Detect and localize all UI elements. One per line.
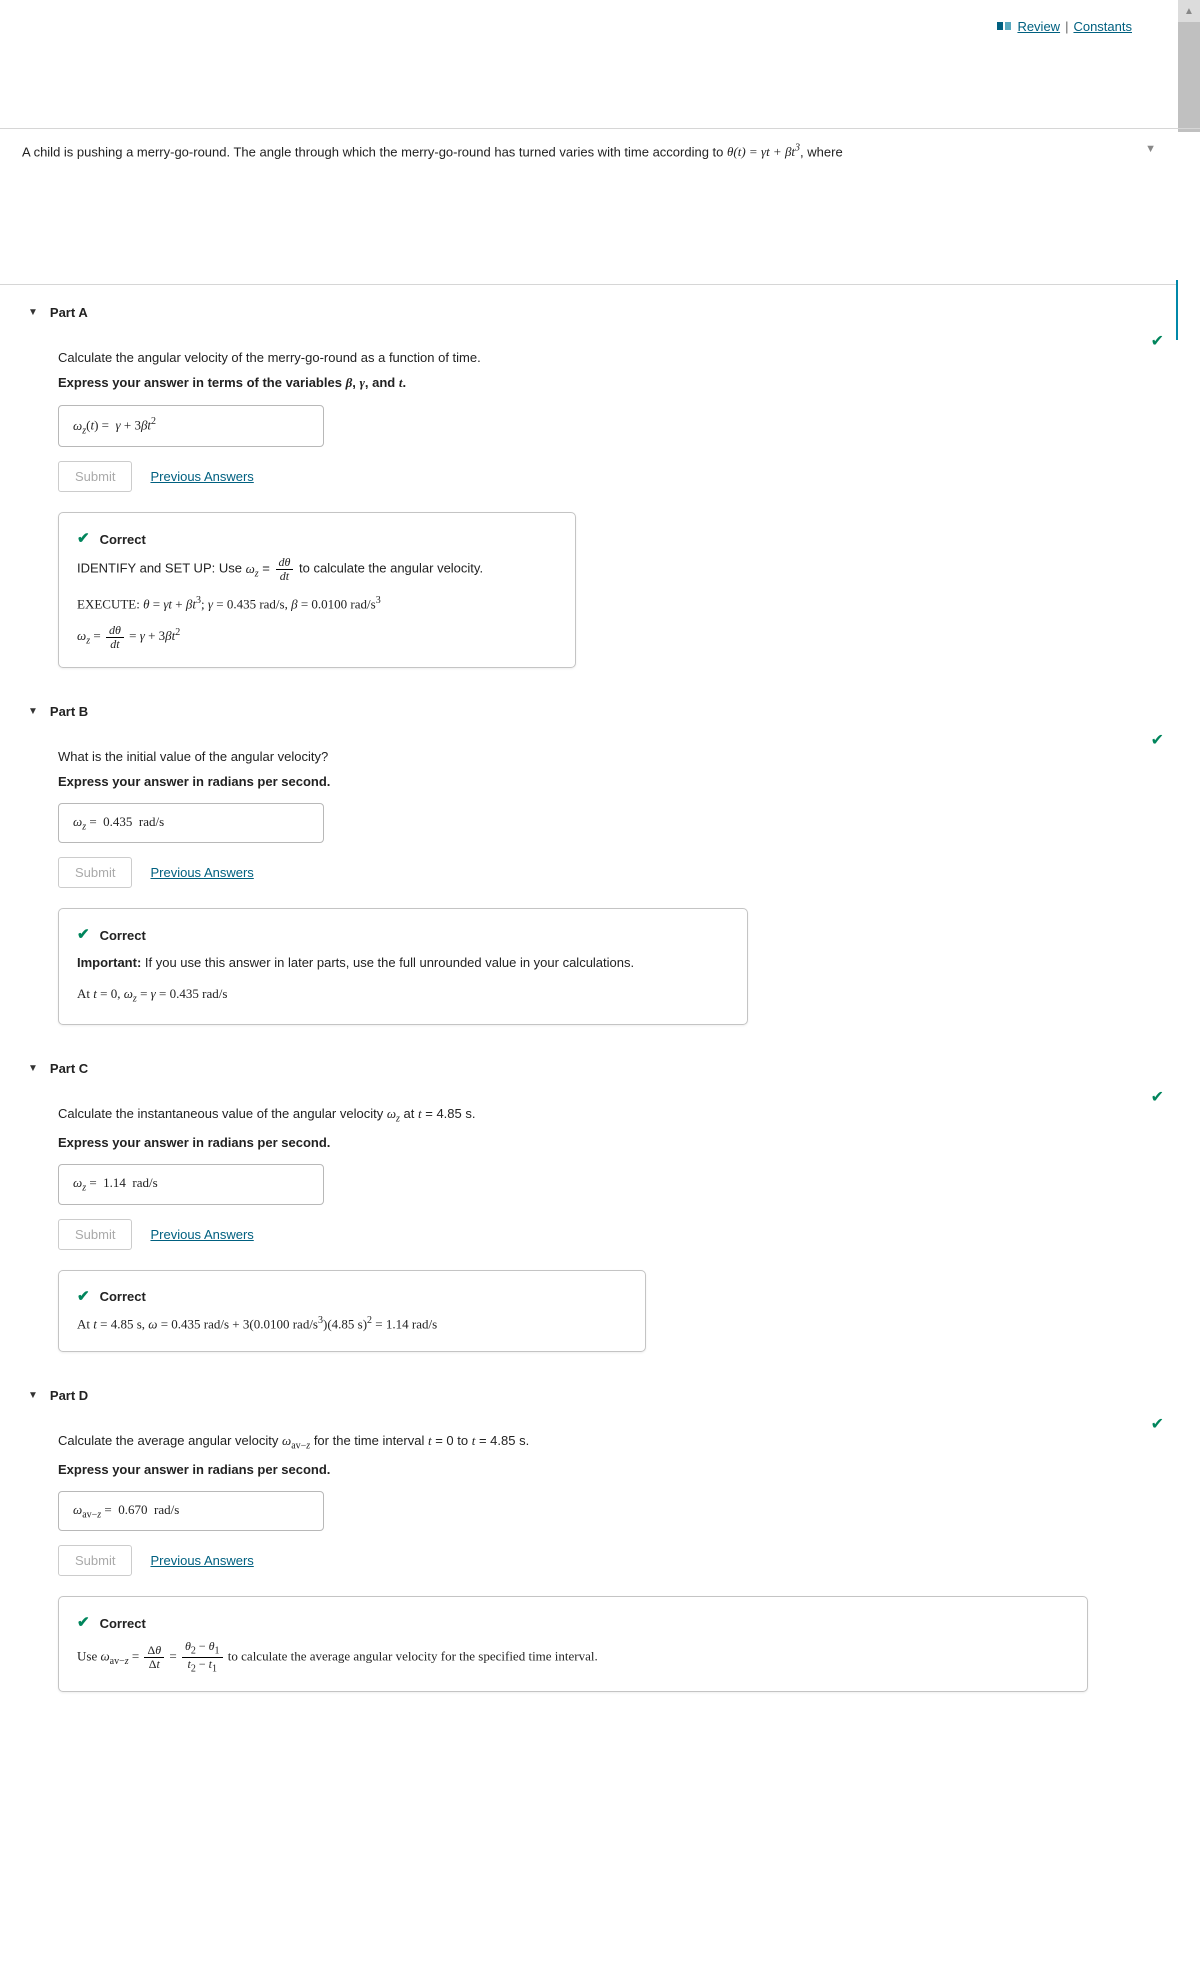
part-a: ▼ Part A ✔ Calculate the angular velocit… — [0, 305, 1200, 703]
part-d: ▼ Part D ✔ Calculate the average angular… — [0, 1388, 1200, 1728]
part-c-title: Part C — [50, 1061, 88, 1076]
check-icon: ✔ — [1151, 730, 1164, 750]
caret-icon[interactable]: ▼ — [28, 1390, 38, 1401]
part-b: ▼ Part B ✔ What is the initial value of … — [0, 704, 1200, 1062]
caret-icon[interactable]: ▼ — [28, 706, 38, 717]
part-b-instruction: Express your answer in radians per secon… — [58, 774, 1172, 789]
part-a-question: Calculate the angular velocity of the me… — [58, 350, 1172, 365]
check-icon: ✔ — [1151, 331, 1164, 351]
part-a-title: Part A — [50, 305, 88, 320]
part-c-question: Calculate the instantaneous value of the… — [58, 1106, 1172, 1125]
part-d-title: Part D — [50, 1388, 88, 1403]
previous-answers-link[interactable]: Previous Answers — [150, 1553, 253, 1568]
submit-button[interactable]: Submit — [58, 1219, 132, 1250]
review-link[interactable]: Review — [1017, 19, 1060, 34]
problem-text-prefix: A child is pushing a merry-go-round. The… — [22, 144, 727, 159]
check-icon: ✔ — [1151, 1087, 1164, 1107]
check-icon: ✔ — [77, 527, 90, 552]
problem-statement: A child is pushing a merry-go-round. The… — [0, 128, 1200, 174]
part-d-feedback: ✔Correct Use ωav−z = ΔθΔt = θ2 − θ1t2 − … — [58, 1596, 1088, 1692]
separator: | — [1065, 19, 1068, 34]
part-b-answer: ωz = 0.435 rad/s — [58, 803, 324, 844]
part-c-feedback: ✔Correct At t = 4.85 s, ω = 0.435 rad/s … — [58, 1270, 646, 1353]
part-d-instruction: Express your answer in radians per secon… — [58, 1462, 1172, 1477]
top-bar: Review | Constants — [0, 0, 1200, 38]
part-a-feedback: ✔Correct IDENTIFY and SET UP: Use ωz = d… — [58, 512, 576, 667]
part-b-title: Part B — [50, 704, 88, 719]
part-d-answer: ωav−z = 0.670 rad/s — [58, 1491, 324, 1532]
part-b-feedback: ✔Correct Important: If you use this answ… — [58, 908, 748, 1025]
check-icon: ✔ — [1151, 1414, 1164, 1434]
part-a-instruction: Express your answer in terms of the vari… — [58, 375, 1172, 391]
part-c-answer: ωz = 1.14 rad/s — [58, 1164, 324, 1205]
check-icon: ✔ — [77, 1285, 90, 1310]
submit-button[interactable]: Submit — [58, 857, 132, 888]
constants-link[interactable]: Constants — [1073, 19, 1132, 34]
review-icon — [997, 22, 1011, 30]
problem-text-suffix: , where — [800, 144, 843, 159]
previous-answers-link[interactable]: Previous Answers — [150, 469, 253, 484]
scroll-up-button[interactable]: ▲ — [1178, 0, 1200, 22]
submit-button[interactable]: Submit — [58, 461, 132, 492]
part-d-question: Calculate the average angular velocity ω… — [58, 1433, 1172, 1452]
submit-button[interactable]: Submit — [58, 1545, 132, 1576]
expand-problem-icon[interactable]: ▼ — [1145, 143, 1156, 155]
check-icon: ✔ — [77, 923, 90, 948]
part-b-question: What is the initial value of the angular… — [58, 749, 1172, 764]
part-a-answer: ωz(t) = γ + 3βt2 — [58, 405, 324, 447]
caret-icon[interactable]: ▼ — [28, 1063, 38, 1074]
problem-theta: θ(t) = γt + βt3 — [727, 144, 800, 159]
part-c-instruction: Express your answer in radians per secon… — [58, 1135, 1172, 1150]
part-c: ▼ Part C ✔ Calculate the instantaneous v… — [0, 1061, 1200, 1388]
previous-answers-link[interactable]: Previous Answers — [150, 865, 253, 880]
previous-answers-link[interactable]: Previous Answers — [150, 1227, 253, 1242]
check-icon: ✔ — [77, 1611, 90, 1636]
scroll-thumb[interactable] — [1178, 22, 1200, 132]
caret-icon[interactable]: ▼ — [28, 307, 38, 318]
